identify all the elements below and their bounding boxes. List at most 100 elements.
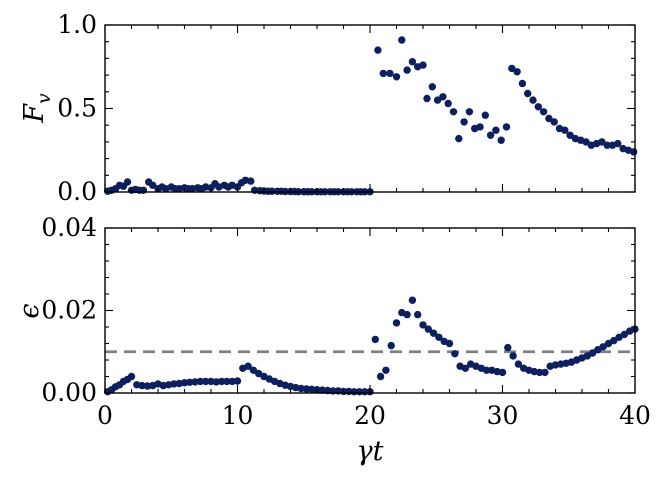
top-data-point (449, 108, 458, 116)
top-data-point (386, 69, 394, 78)
top-data-point (550, 118, 558, 126)
top-data-point (460, 118, 468, 126)
bottom-data-point (599, 343, 607, 351)
bottom-data-point (233, 377, 242, 385)
top-plot-frame (104, 24, 636, 193)
bottom-data-point (403, 310, 411, 319)
bottom-data-point (620, 330, 629, 339)
bottom-data-point (498, 368, 507, 377)
bottom-data-point (461, 364, 470, 372)
bottom-data-point (514, 360, 523, 368)
top-data-point (374, 46, 382, 54)
top-data-point (403, 66, 411, 74)
top-y-tick-label: 0.0 (57, 177, 97, 206)
top-data-point (476, 123, 484, 131)
top-data-point (539, 108, 548, 116)
bottom-data-point (202, 377, 210, 386)
bottom-data-point (223, 377, 231, 386)
top-panel-Fv: 0.0 0.5 1.0 Fv (19, 10, 638, 206)
bottom-data-point (180, 379, 189, 387)
bottom-x-tick-labels: 0 10 20 30 40 (97, 401, 651, 430)
top-data-point (566, 131, 574, 139)
top-data-point (439, 93, 447, 101)
bottom-data-point (228, 377, 236, 386)
top-data-point (603, 141, 611, 149)
top-data-point (630, 148, 638, 156)
top-data-point (392, 73, 401, 81)
top-y-label-base: F (19, 103, 50, 124)
bottom-data-point (504, 343, 512, 352)
bottom-series-points (104, 296, 639, 396)
top-data-point (123, 178, 132, 186)
bottom-data-point (308, 385, 316, 393)
top-data-point (465, 108, 474, 116)
bottom-data-point (610, 336, 618, 345)
x-tick-label: 10 (222, 401, 254, 430)
bottom-data-point (392, 319, 401, 327)
bottom-data-point (212, 378, 220, 386)
bottom-data-point (588, 349, 597, 357)
top-y-axis-label: Fv (19, 93, 55, 124)
top-y-tick-label: 0.5 (57, 94, 97, 123)
bottom-data-point (143, 382, 152, 390)
bottom-data-point (445, 339, 454, 348)
top-series-points (104, 36, 638, 196)
top-data-point (492, 126, 500, 134)
bottom-data-point (138, 381, 146, 390)
bottom-axis-ticks (104, 227, 636, 394)
bottom-data-point (382, 366, 390, 374)
bottom-data-point (186, 378, 194, 386)
top-data-point (502, 123, 511, 131)
bottom-y-axis-label: ϵ (14, 303, 45, 318)
bottom-data-point (429, 329, 438, 337)
top-data-point (481, 111, 489, 119)
top-data-point (614, 139, 622, 148)
top-data-point (598, 138, 606, 146)
top-data-point (433, 96, 442, 104)
x-tick-label: 30 (487, 401, 519, 430)
top-data-point (247, 177, 255, 185)
top-data-point (444, 99, 452, 108)
top-data-point (545, 114, 553, 123)
top-data-point (513, 68, 521, 76)
top-y-tick-label: 1.0 (57, 10, 97, 39)
top-data-point (486, 131, 495, 139)
bottom-y-tick-label: 0.02 (41, 296, 97, 325)
bottom-data-point (170, 380, 178, 388)
bottom-data-point (414, 310, 422, 319)
bottom-data-point (535, 368, 544, 377)
top-data-point (508, 64, 516, 73)
x-axis-label: γt (357, 436, 384, 467)
bottom-data-point (482, 366, 491, 374)
top-data-point (561, 126, 569, 134)
top-data-point (139, 186, 148, 194)
top-data-point (534, 103, 542, 111)
top-data-point (408, 58, 417, 66)
top-data-point (455, 134, 463, 143)
top-data-point (419, 61, 427, 69)
x-tick-label: 40 (619, 401, 651, 430)
bottom-data-point (249, 366, 258, 374)
bottom-data-point (244, 362, 252, 370)
bottom-data-point (541, 368, 549, 377)
top-data-point (497, 136, 505, 144)
bottom-y-tick-labels: 0.00 0.02 0.04 (41, 213, 97, 407)
top-data-point (428, 83, 436, 91)
bottom-y-tick-label: 0.00 (41, 378, 97, 407)
bottom-data-point (196, 377, 205, 386)
bottom-data-point (318, 386, 326, 394)
top-data-point (379, 69, 387, 78)
bottom-data-point (435, 333, 443, 341)
bottom-data-point (509, 352, 517, 360)
bottom-data-point (127, 372, 136, 381)
top-data-point (529, 96, 537, 104)
top-y-label-subscript: v (33, 93, 55, 104)
top-data-point (582, 138, 590, 146)
bottom-data-point (207, 377, 215, 386)
bottom-data-point (217, 377, 226, 386)
bottom-data-point (387, 341, 395, 350)
bottom-data-point (419, 321, 427, 329)
bottom-data-point (371, 335, 379, 344)
bottom-data-point (191, 378, 199, 386)
